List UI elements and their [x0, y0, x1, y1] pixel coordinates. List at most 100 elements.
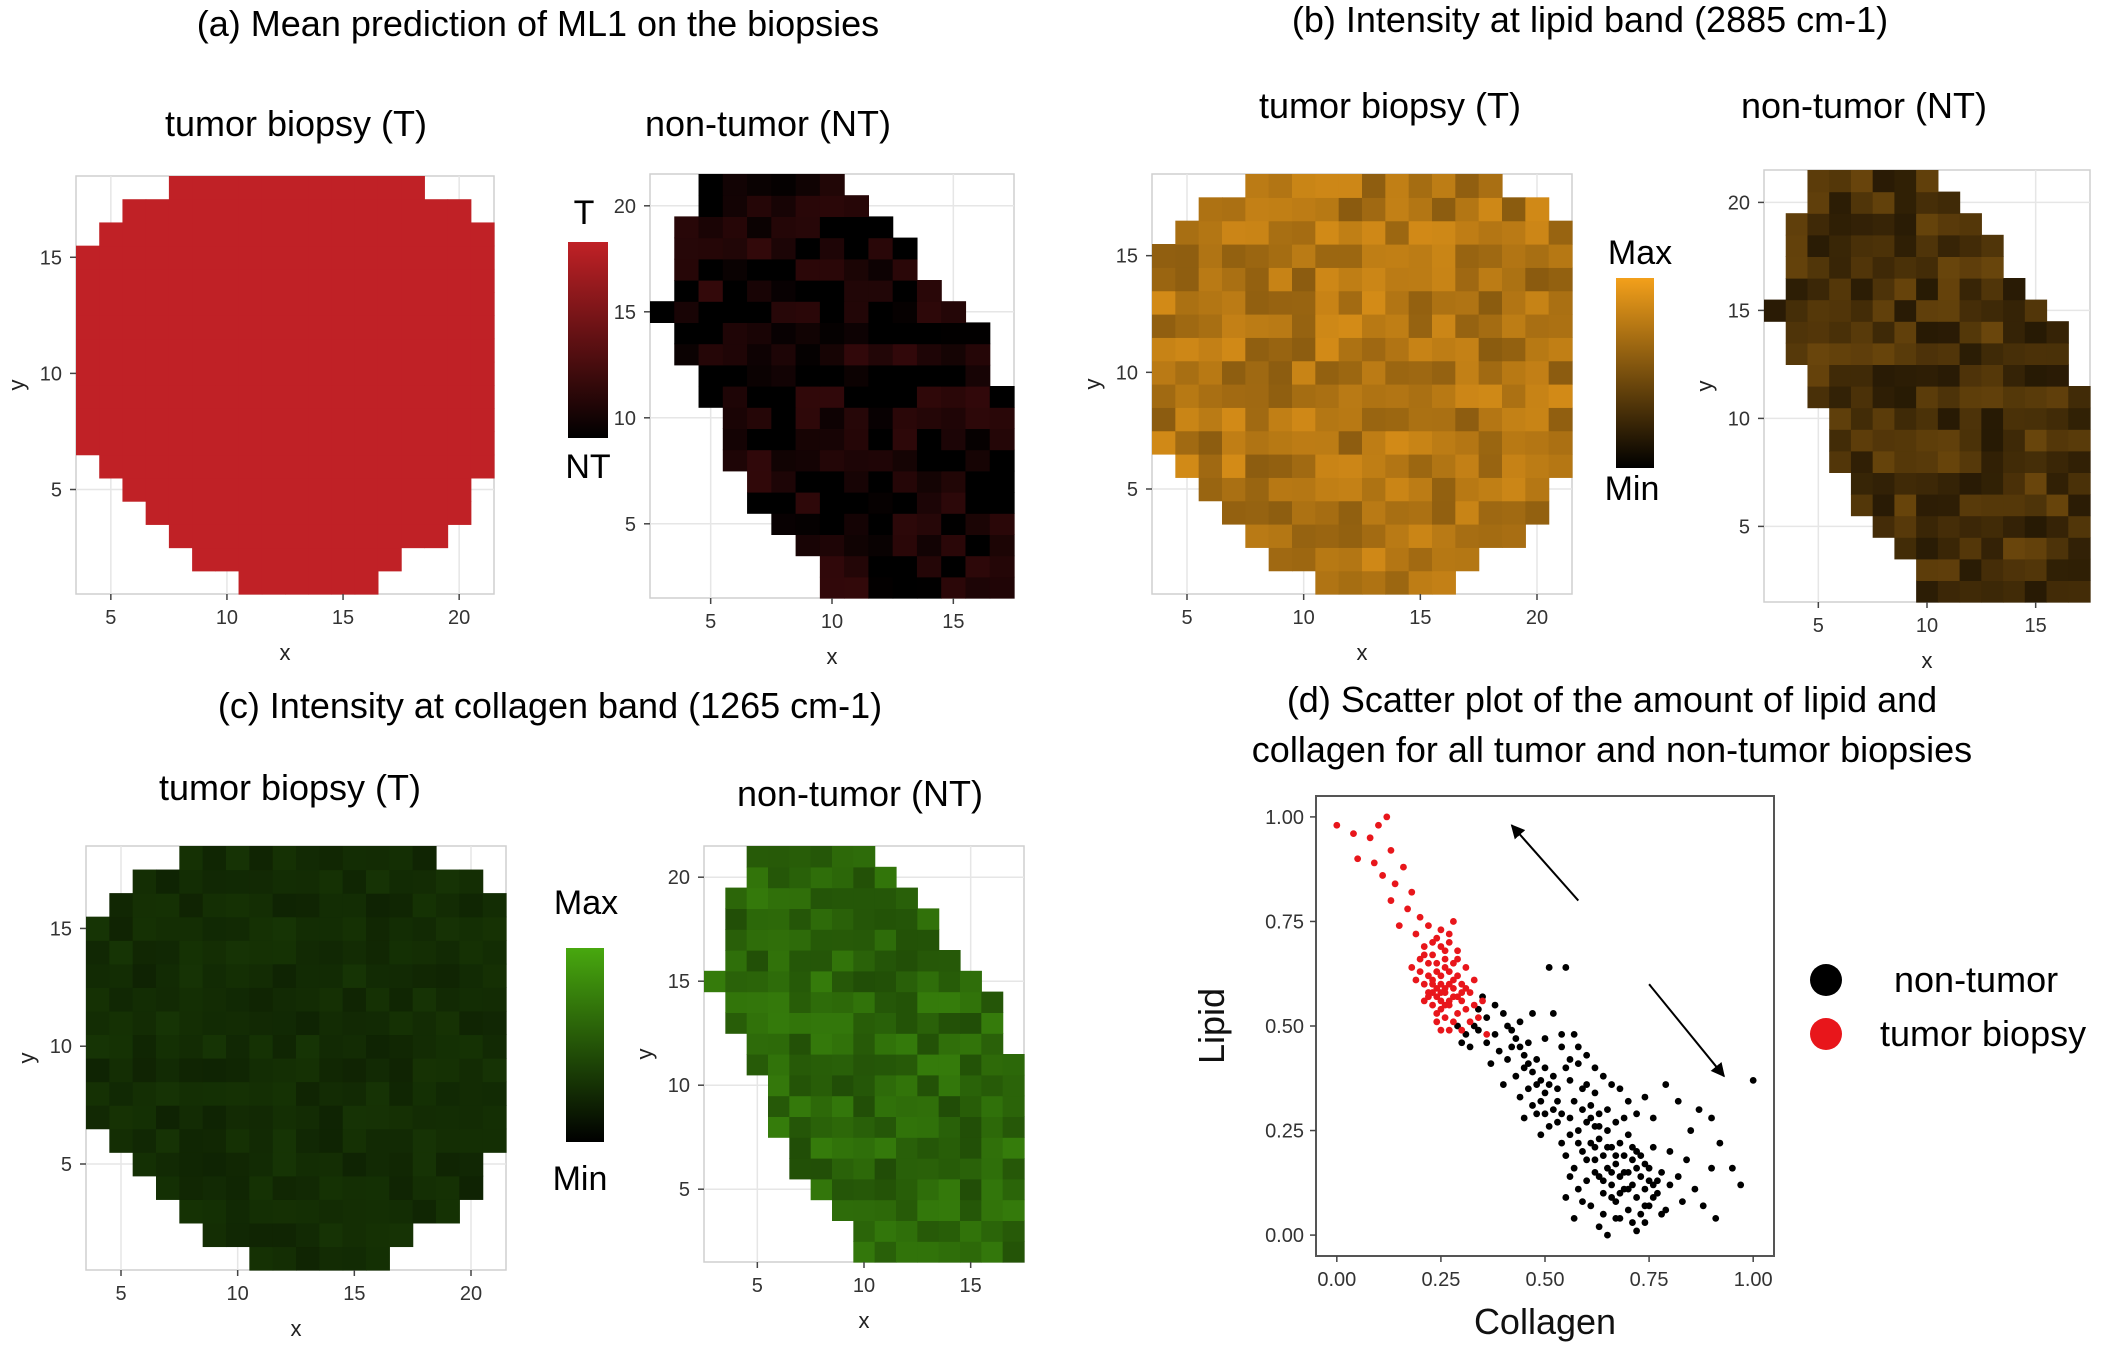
panel-d-scatter-plot: 0.00 0.25 0.50 0.75 1.000.000.250.500.751.00…	[1191, 795, 1775, 1342]
heatmap-cell	[795, 322, 821, 345]
heatmap-cell	[874, 908, 897, 930]
heatmap-cell	[1385, 500, 1410, 525]
heatmap-cell	[249, 940, 274, 965]
heatmap-cell	[76, 268, 100, 293]
y-tick-label: 10	[40, 363, 62, 385]
plot-frame	[1315, 795, 1775, 1257]
heatmap-cell	[1937, 386, 1961, 409]
scatter-point	[1354, 855, 1362, 863]
heatmap-cell	[1807, 256, 1830, 279]
heatmap-cell	[1807, 342, 1830, 365]
heatmap-cell	[459, 1175, 484, 1200]
y-tick-label: 10	[1116, 362, 1138, 384]
heatmap-cell	[989, 492, 1015, 514]
heatmap-cell	[832, 1116, 854, 1138]
heatmap-cell	[1502, 430, 1526, 455]
scatter-point	[1516, 1093, 1524, 1101]
heatmap-cell	[1432, 524, 1456, 548]
heatmap-cell	[810, 846, 833, 868]
heatmap-cell	[366, 1010, 390, 1036]
scatter-point	[1633, 1227, 1640, 1235]
heatmap-cell	[2046, 342, 2069, 365]
heatmap-cell	[215, 547, 240, 572]
y-tick-label: 5	[1127, 479, 1138, 501]
heatmap-cell	[215, 199, 240, 224]
heatmap-cell	[2003, 407, 2026, 430]
heatmap-cell	[965, 428, 991, 451]
scatter-point	[1591, 1089, 1599, 1097]
heatmap-cell	[1894, 515, 1917, 538]
heatmap-cell	[1959, 342, 1982, 365]
heatmap-cell	[768, 846, 790, 868]
heatmap-cell	[832, 1158, 854, 1180]
heatmap-cell	[412, 940, 437, 965]
heatmap-cell	[1408, 384, 1433, 408]
heatmap-cell	[249, 1175, 274, 1200]
heatmap-cell	[342, 1152, 367, 1177]
scatter-point	[1425, 972, 1432, 980]
heatmap-cell	[1829, 234, 1852, 257]
heatmap-cell	[192, 477, 216, 502]
heatmap-cell	[698, 237, 724, 260]
heatmap-cell	[1432, 197, 1456, 222]
scatter-point	[1583, 1156, 1591, 1164]
heatmap-cell	[1525, 197, 1550, 222]
heatmap-cell	[1175, 267, 1200, 292]
heatmap-cell	[698, 364, 724, 387]
heatmap-cell	[1981, 515, 2004, 538]
heatmap-cell	[296, 1152, 320, 1177]
heatmap-cell	[296, 893, 320, 918]
heatmap-cell	[331, 547, 356, 572]
heatmap-cell	[2024, 342, 2048, 365]
heatmap-cell	[1362, 290, 1386, 315]
heatmap-cell	[746, 1054, 769, 1076]
scatter-point	[1433, 934, 1441, 942]
heatmap-cell	[2046, 407, 2069, 430]
heatmap-cell	[179, 963, 204, 988]
heatmap-cell	[868, 343, 894, 366]
heatmap-cell	[1175, 337, 1200, 362]
y-axis-label: y	[4, 380, 29, 391]
heatmap-cell	[1872, 342, 1895, 365]
scatter-point	[1679, 1198, 1686, 1206]
heatmap-cell	[261, 338, 286, 363]
heatmap-cell	[459, 1105, 484, 1130]
heatmap-cell	[810, 1158, 833, 1180]
heatmap-cell	[1894, 299, 1917, 322]
heatmap-cell	[436, 1010, 460, 1036]
scatter-point	[1454, 947, 1461, 955]
heatmap-cell	[1385, 384, 1410, 408]
panel-a-tumor-label: tumor biopsy (T)	[165, 103, 427, 144]
heatmap-cell	[771, 174, 797, 196]
heatmap-cell	[354, 361, 379, 386]
heatmap-cell	[868, 216, 894, 239]
heatmap-cell	[1937, 256, 1961, 279]
heatmap-cell	[1002, 1241, 1025, 1263]
heatmap-cell	[1894, 494, 1917, 517]
heatmap-cell	[1548, 360, 1573, 385]
heatmap-cell	[771, 364, 797, 387]
scatter-point	[1466, 989, 1474, 996]
heatmap-cell	[916, 301, 942, 323]
heatmap-cell	[1292, 547, 1316, 572]
heatmap-cell	[1894, 342, 1917, 365]
heatmap-cell	[874, 1054, 897, 1076]
scatter-point	[1445, 997, 1453, 1005]
x-tick-label: 15	[2025, 615, 2047, 637]
heatmap-cell	[832, 929, 854, 951]
x-tick-label: 5	[115, 1283, 126, 1305]
scatter-point	[1649, 1143, 1657, 1151]
heatmap-cell	[868, 301, 894, 323]
x-axis-label: x	[827, 644, 838, 669]
heatmap-cell	[1937, 537, 1961, 560]
heatmap-cell	[789, 1137, 812, 1159]
heatmap-cell	[1338, 407, 1363, 432]
heatmap-cell	[331, 199, 356, 224]
scatter-point	[1583, 1081, 1591, 1088]
heatmap-cell	[868, 322, 894, 345]
heatmap-cell	[168, 268, 193, 293]
heatmap-cell	[1002, 1220, 1025, 1242]
heatmap-cell	[319, 987, 344, 1012]
heatmap-cell	[377, 176, 402, 200]
heatmap-cell	[1894, 407, 1917, 430]
